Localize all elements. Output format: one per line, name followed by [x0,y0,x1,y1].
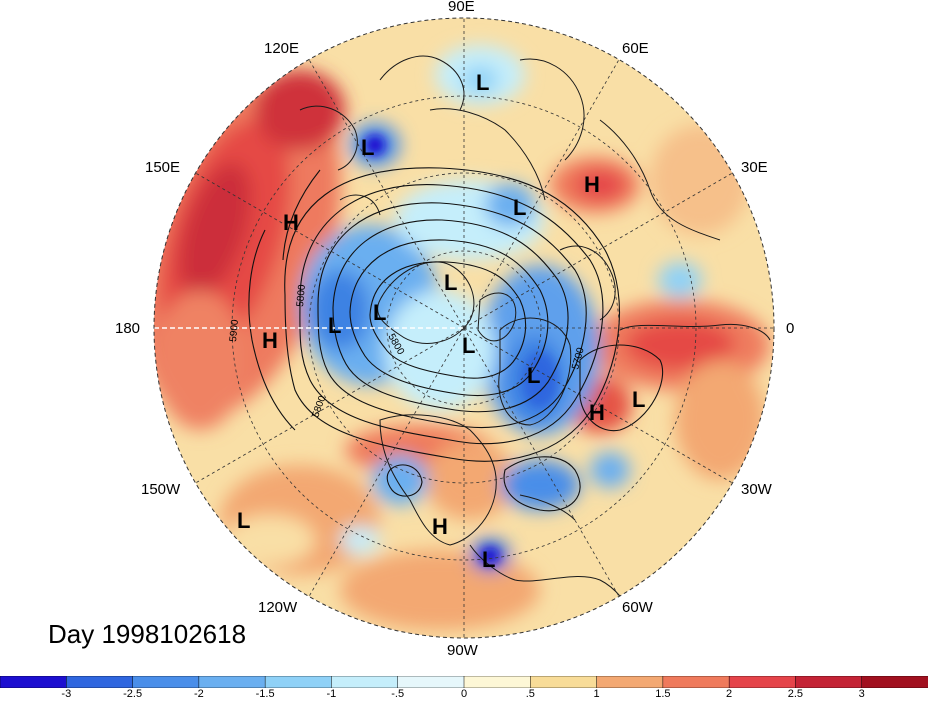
colorbar-swatch [795,676,863,688]
colorbar-tick-label: 2.5 [787,688,804,700]
colorbar-swatch [596,676,664,688]
pressure-center-label: H [283,210,299,235]
longitude-label: 120E [264,40,300,57]
pressure-center-label: H [262,328,278,353]
colorbar-swatch [463,676,532,688]
colorbar-tick-label: 0 [460,688,468,700]
contour-label: 5800 [295,284,308,308]
date-title: Day 1998102618 [48,619,247,649]
colorbar-swatch [66,676,134,688]
longitude-label: 150W [141,481,181,498]
colorbar-swatch [0,676,68,688]
pressure-center-label: L [361,135,374,160]
longitude-label: 90W [447,642,478,659]
contour-label: 5900 [228,319,241,343]
colorbar-tick-label: 3 [858,688,865,700]
colorbar-swatch [132,676,200,688]
longitude-label: 30W [741,481,772,498]
map-boundary [153,17,775,639]
longitude-label: 0 [786,320,795,337]
colorbar-tick-label: 1 [593,688,600,700]
longitude-label: 150E [145,159,181,176]
colorbar [0,676,928,688]
colorbar-tick-label: 1.5 [655,688,671,700]
longitude-label: 60W [622,599,653,616]
longitude-label: 90E [448,0,475,15]
pressure-center-label: L [632,387,645,412]
pressure-center-label: L [237,508,250,533]
colorbar-swatch [331,676,399,688]
pressure-center-label: L [482,547,495,572]
colorbar-tick-label: -2 [194,688,204,700]
pressure-center-label: H [584,172,600,197]
pressure-center-label: L [476,70,489,95]
colorbar-swatch [728,676,797,688]
longitude-label: 180 [115,320,141,337]
pressure-center-label: L [462,333,475,358]
colorbar-tick-label: 2 [726,688,733,700]
colorbar-swatch [264,676,333,688]
pressure-center-label: L [328,313,341,338]
height-contours [248,167,664,512]
pressure-center-label: L [527,363,540,388]
colorbar-tick-label: -2.5 [123,688,143,700]
pressure-center-label: L [513,195,526,220]
pressure-center-label: H [432,514,448,539]
anomaly-field [154,18,774,638]
colorbar-swatch [397,676,465,688]
longitude-label: 30E [741,159,768,176]
colorbar-tick-label: -1 [326,688,337,700]
colorbar-swatch [198,676,266,688]
pressure-center-label: H [589,400,605,425]
colorbar-swatch [861,676,928,688]
colorbar-tick-label: .5 [525,688,535,700]
colorbar-tick-label: -.5 [391,688,405,700]
longitude-label: 60E [622,40,649,57]
pressure-centers: L L H L H L H L L L L H L L H L [237,70,645,572]
colorbar-tick-label: -3 [61,688,72,700]
pressure-center-label: L [444,270,457,295]
colorbar-swatch [530,676,598,688]
colorbar-tick-label: -1.5 [255,688,275,700]
colorbar-swatch [662,676,730,688]
longitude-label: 120W [258,599,298,616]
pressure-center-label: L [373,300,386,325]
